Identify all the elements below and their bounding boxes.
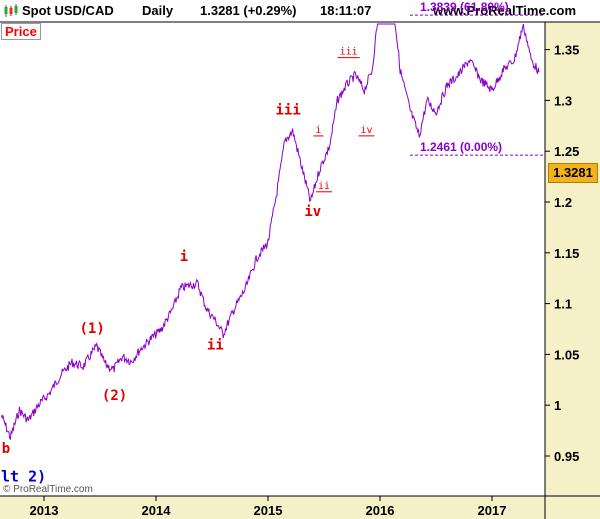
- wave-label: ii: [207, 337, 224, 353]
- wave-label: (1): [80, 321, 105, 337]
- y-tick-label: 1: [554, 398, 561, 413]
- wave-label: iii: [276, 103, 301, 119]
- time-axis-panel: [0, 496, 600, 519]
- price-panel-label: Price: [1, 23, 41, 40]
- y-tick-label: 1.35: [554, 43, 579, 58]
- y-tick-label: 1.05: [554, 347, 579, 362]
- price-axis-panel: [545, 22, 600, 496]
- y-tick-label: 1.1: [554, 297, 572, 312]
- y-tick-label: 1.15: [554, 246, 579, 261]
- quote-time: 18:11:07: [320, 3, 372, 18]
- candlestick-icon: [4, 4, 18, 17]
- copyright-text: © ProRealTime.com: [3, 484, 93, 495]
- x-tick-label: 2014: [142, 503, 172, 518]
- fib-level-label: 1.2461 (0.00%): [420, 140, 502, 154]
- y-tick-label: 1.3: [554, 93, 572, 108]
- price-line: [0, 23, 540, 441]
- wave-label: (2): [102, 388, 127, 404]
- subwave-label: ii: [318, 181, 330, 192]
- wave-label: b: [2, 441, 10, 457]
- x-tick-label: 2016: [366, 503, 395, 518]
- subwave-label: i: [315, 125, 321, 136]
- y-tick-label: 1.2: [554, 195, 572, 210]
- wave-label: iv: [304, 204, 321, 220]
- subwave-label: iii: [340, 47, 358, 58]
- site-name: www.ProRealTime.com: [433, 3, 577, 18]
- y-tick-label: 0.95: [554, 449, 579, 464]
- fib-level-label: 1.3839 (61.80%): [420, 0, 509, 14]
- wave-label: i: [180, 249, 188, 265]
- instrument-name: Spot USD/CAD: [22, 3, 114, 18]
- last-price-marker: 1.3281: [548, 163, 598, 183]
- chart-header: Spot USD/CAD Daily 1.3281 (+0.29%) 18:11…: [0, 0, 600, 22]
- y-tick-label: 1.25: [554, 144, 579, 159]
- subwave-label: iv: [361, 125, 373, 136]
- x-tick-label: 2013: [30, 503, 59, 518]
- wave-label-blue: lt 2): [1, 467, 46, 485]
- timeframe-label: Daily: [142, 3, 174, 18]
- last-quote: 1.3281 (+0.29%): [200, 3, 297, 18]
- x-tick-label: 2015: [254, 503, 283, 518]
- x-tick-label: 2017: [478, 503, 507, 518]
